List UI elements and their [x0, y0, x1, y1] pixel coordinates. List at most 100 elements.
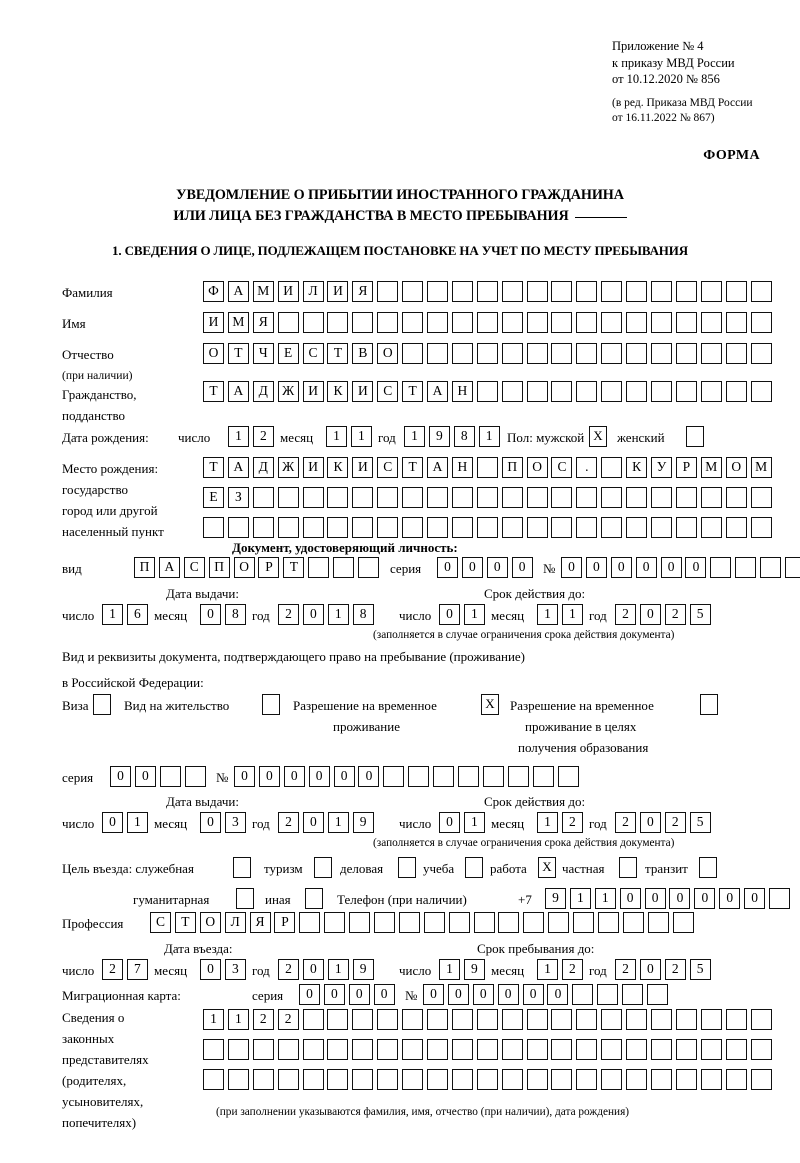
char-cell[interactable]: И [277, 281, 299, 302]
char-cell[interactable]: 2 [278, 604, 299, 625]
checkbox-purpose-study[interactable] [465, 857, 483, 878]
char-cell[interactable]: И [302, 381, 324, 402]
char-cell[interactable] [725, 343, 747, 364]
char-cell[interactable] [598, 912, 620, 933]
char-cell[interactable] [402, 1039, 424, 1060]
char-cell[interactable]: 2 [664, 959, 686, 980]
char-cell[interactable] [675, 487, 697, 508]
char-cell[interactable]: П [208, 557, 230, 578]
char-cell[interactable] [601, 343, 623, 364]
char-cell[interactable]: 0 [639, 959, 661, 980]
char-cell[interactable] [523, 912, 545, 933]
char-cell[interactable]: 5 [689, 959, 711, 980]
char-cell[interactable] [501, 312, 523, 333]
char-cell[interactable] [526, 1039, 548, 1060]
char-cell[interactable] [476, 1069, 498, 1090]
char-cell[interactable]: 8 [453, 426, 475, 447]
char-cell[interactable] [700, 1069, 722, 1090]
char-cell[interactable] [302, 1039, 324, 1060]
char-cell[interactable] [352, 1039, 374, 1060]
char-cell[interactable]: 0 [200, 812, 221, 833]
char-cell[interactable] [458, 766, 480, 787]
char-cell[interactable]: 0 [200, 604, 221, 625]
char-cell[interactable] [601, 1039, 623, 1060]
char-cell[interactable] [651, 517, 673, 538]
char-cell[interactable]: 0 [423, 984, 444, 1005]
char-cell[interactable]: 0 [744, 888, 766, 909]
char-cell[interactable]: И [302, 457, 324, 478]
char-cell[interactable]: 0 [302, 959, 324, 980]
char-cell[interactable] [252, 487, 274, 508]
char-cell[interactable]: У [651, 457, 673, 478]
char-cell[interactable]: 0 [134, 766, 156, 787]
char-cell[interactable]: П [501, 457, 523, 478]
char-cell[interactable] [349, 912, 371, 933]
char-cell[interactable]: С [183, 557, 205, 578]
char-cell[interactable] [700, 517, 722, 538]
checkbox-purpose-transit[interactable] [699, 857, 717, 878]
char-cell[interactable] [750, 381, 772, 402]
char-cell[interactable] [451, 281, 473, 302]
char-cell[interactable] [159, 766, 181, 787]
char-cell[interactable]: 2 [252, 1009, 274, 1030]
char-cell[interactable] [601, 381, 623, 402]
char-cell[interactable] [501, 1009, 523, 1030]
char-cell[interactable]: И [352, 457, 374, 478]
char-cell[interactable] [402, 487, 424, 508]
char-cell[interactable] [448, 912, 470, 933]
char-cell[interactable] [626, 487, 648, 508]
char-cell[interactable] [675, 1009, 697, 1030]
char-cell[interactable]: 0 [299, 984, 320, 1005]
char-cell[interactable] [252, 1069, 274, 1090]
char-cell[interactable] [402, 1069, 424, 1090]
char-cell[interactable]: Т [203, 381, 224, 402]
checkbox-purpose-business[interactable] [398, 857, 416, 878]
char-cell[interactable]: С [377, 457, 399, 478]
char-cell[interactable]: 1 [439, 959, 460, 980]
char-cell[interactable]: Н [451, 457, 473, 478]
char-cell[interactable] [402, 343, 424, 364]
char-cell[interactable] [377, 1069, 399, 1090]
char-cell[interactable] [427, 343, 449, 364]
char-cell[interactable] [476, 1009, 498, 1030]
char-cell[interactable] [352, 487, 374, 508]
char-cell[interactable] [427, 1009, 449, 1030]
char-cell[interactable] [352, 312, 374, 333]
char-cell[interactable]: 0 [333, 766, 355, 787]
char-cell[interactable] [601, 1009, 623, 1030]
char-cell[interactable] [408, 766, 430, 787]
char-cell[interactable] [327, 312, 349, 333]
char-cell[interactable] [551, 281, 573, 302]
char-cell[interactable] [675, 381, 697, 402]
char-cell[interactable]: П [134, 557, 155, 578]
char-cell[interactable] [374, 912, 396, 933]
char-cell[interactable]: С [551, 457, 573, 478]
char-cell[interactable]: 3 [224, 959, 246, 980]
char-cell[interactable] [750, 281, 772, 302]
char-cell[interactable] [203, 517, 224, 538]
checkbox-purpose-private[interactable] [619, 857, 637, 878]
char-cell[interactable] [551, 1039, 573, 1060]
char-cell[interactable]: 2 [277, 1009, 299, 1030]
char-cell[interactable]: 0 [461, 557, 483, 578]
char-cell[interactable]: Р [274, 912, 296, 933]
char-cell[interactable]: К [327, 457, 349, 478]
char-cell[interactable] [601, 457, 623, 478]
char-cell[interactable]: 1 [463, 812, 485, 833]
char-cell[interactable]: 0 [486, 557, 508, 578]
char-cell[interactable] [352, 1069, 374, 1090]
char-cell[interactable]: 0 [639, 812, 661, 833]
char-cell[interactable]: 2 [252, 426, 274, 447]
char-cell[interactable] [427, 1069, 449, 1090]
char-cell[interactable] [551, 343, 573, 364]
char-cell[interactable]: Т [227, 343, 249, 364]
char-cell[interactable]: 9 [545, 888, 566, 909]
char-cell[interactable] [750, 312, 772, 333]
